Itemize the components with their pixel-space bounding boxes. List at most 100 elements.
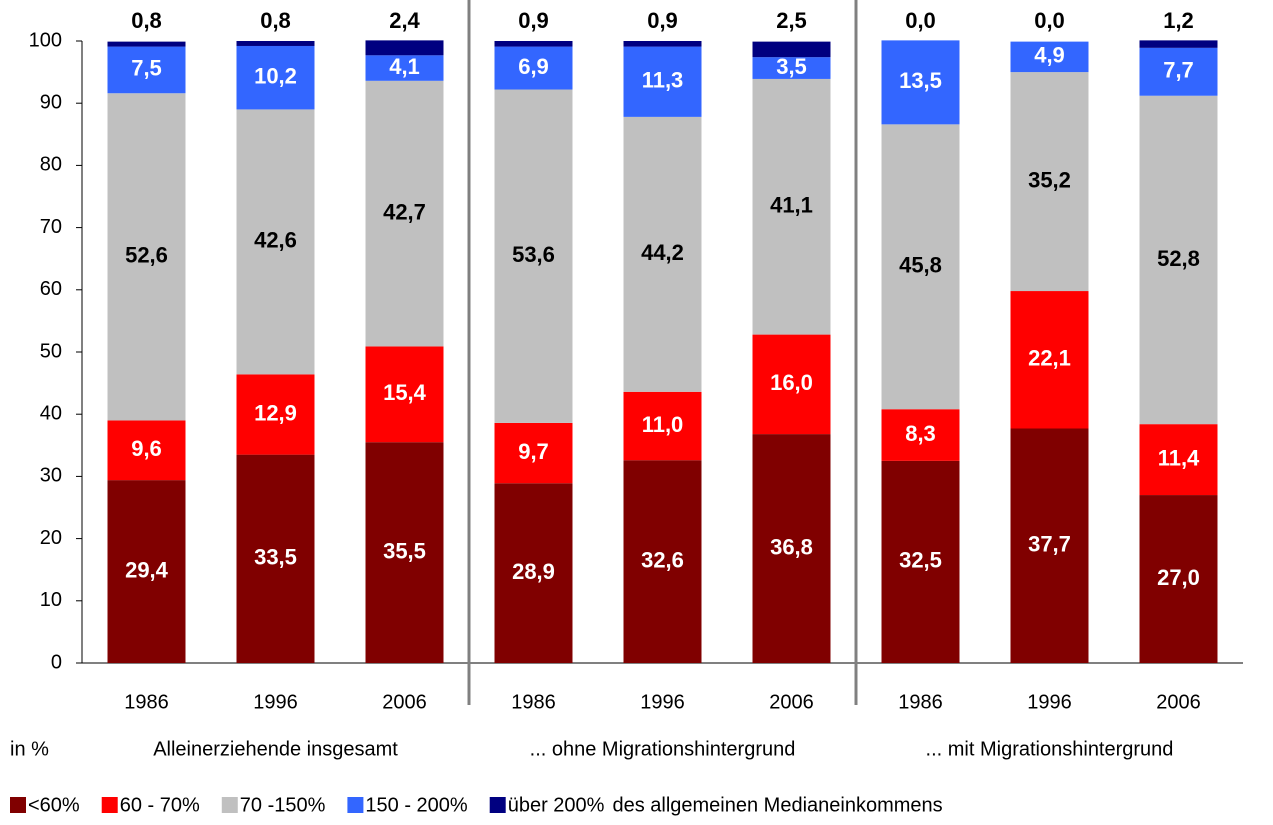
y-tick-label: 30: [40, 465, 62, 487]
value-label: 0,9: [647, 8, 678, 33]
x-tick-label: 1996: [1027, 691, 1072, 713]
bar-segment: [752, 434, 831, 663]
value-label: 0,9: [518, 8, 549, 33]
value-label: 28,9: [512, 559, 555, 584]
bar-segment: [752, 41, 831, 58]
value-label: 53,6: [512, 242, 555, 267]
bar-segment: [623, 460, 702, 663]
value-label: 22,1: [1028, 346, 1071, 371]
y-tick-label: 70: [40, 216, 62, 238]
bar-segment: [752, 78, 831, 335]
x-tick-label: 1996: [640, 691, 685, 713]
bar-segment: [752, 334, 831, 435]
bar-segment: [107, 41, 186, 47]
bar-segment: [1139, 495, 1218, 663]
bar-segment: [881, 40, 960, 125]
value-label: 0,0: [905, 8, 936, 33]
y-tick-label: 90: [40, 91, 62, 113]
value-label: 3,5: [776, 54, 807, 79]
value-label: 9,6: [131, 436, 162, 461]
bar-segment: [881, 124, 960, 410]
x-tick-label: 2006: [769, 691, 814, 713]
value-label: 7,7: [1163, 58, 1194, 83]
legend-label: 60 - 70%: [120, 794, 200, 816]
bar-segment: [494, 483, 573, 663]
bar-segment: [107, 93, 186, 421]
legend-label: über 200%: [508, 794, 605, 816]
unit-label: in %: [10, 738, 49, 760]
value-label: 2,5: [776, 8, 807, 33]
value-label: 42,7: [383, 199, 426, 224]
bar-segment: [236, 454, 315, 663]
value-label: 35,5: [383, 538, 426, 563]
bar-segment: [1010, 291, 1089, 429]
value-label: 29,4: [125, 557, 169, 582]
x-tick-label: 2006: [382, 691, 427, 713]
bar-segment: [623, 116, 702, 392]
value-label: 41,1: [770, 193, 813, 218]
legend-swatch: [101, 797, 118, 813]
value-label: 32,5: [899, 548, 942, 573]
value-label: 7,5: [131, 56, 162, 81]
bar-segment: [881, 409, 960, 461]
bar-segment: [494, 46, 573, 90]
y-tick-label: 10: [40, 589, 62, 611]
bar-segment: [236, 374, 315, 455]
bar-segment: [1010, 72, 1089, 292]
bar-segment: [236, 45, 315, 110]
bar-segment: [236, 41, 315, 46]
bar-segment: [623, 391, 702, 461]
y-tick-label: 0: [51, 651, 62, 673]
bar-segment: [1139, 95, 1218, 425]
value-label: 1,2: [1163, 8, 1194, 33]
x-tick-label: 1996: [253, 691, 298, 713]
value-label: 35,2: [1028, 167, 1071, 192]
bar-segment: [494, 41, 573, 47]
value-label: 11,0: [642, 412, 684, 437]
value-label: 4,1: [389, 54, 420, 79]
group-label: Alleinerziehende insgesamt: [153, 738, 398, 760]
legend-swatch: [10, 797, 26, 813]
value-label: 37,7: [1028, 532, 1071, 557]
value-label: 52,6: [125, 243, 168, 268]
value-label: 16,0: [770, 370, 813, 395]
value-label: 0,8: [260, 8, 291, 33]
bar-segment: [107, 420, 186, 481]
value-label: 13,5: [899, 68, 942, 93]
bar-segment: [623, 46, 702, 117]
bar-segment: [623, 41, 702, 47]
legend-label: 150 - 200%: [365, 794, 468, 816]
bar-segment: [1139, 40, 1218, 48]
y-tick-label: 100: [29, 29, 62, 51]
x-tick-label: 1986: [124, 691, 169, 713]
bar-segment: [107, 480, 186, 663]
bar-segment: [365, 40, 444, 56]
bar-segment: [365, 442, 444, 663]
bar-segment: [365, 346, 444, 443]
value-label: 32,6: [641, 547, 684, 572]
y-tick-label: 80: [40, 154, 62, 176]
value-label: 42,6: [254, 228, 297, 253]
bar-segment: [365, 55, 444, 81]
value-label: 52,8: [1157, 246, 1200, 271]
bar-segment: [107, 46, 186, 94]
bar-segment: [365, 80, 444, 347]
value-label: 2,4: [389, 8, 420, 33]
value-label: 33,5: [254, 545, 297, 570]
bar-segment: [752, 57, 831, 79]
value-label: 45,8: [899, 253, 942, 278]
value-label: 36,8: [770, 534, 813, 559]
value-label: 12,9: [254, 400, 297, 425]
value-label: 0,0: [1034, 8, 1065, 33]
x-tick-label: 1986: [898, 691, 943, 713]
bar-segment: [236, 109, 315, 375]
value-label: 6,9: [518, 54, 549, 79]
value-label: 8,3: [905, 421, 936, 446]
group-label: ... mit Migrationshintergrund: [926, 738, 1174, 760]
value-label: 4,9: [1034, 43, 1065, 68]
legend-note: des allgemeinen Medianeinkommens: [612, 794, 942, 816]
value-label: 15,4: [383, 380, 427, 405]
value-label: 0,8: [131, 8, 162, 33]
legend-swatch: [489, 797, 506, 813]
